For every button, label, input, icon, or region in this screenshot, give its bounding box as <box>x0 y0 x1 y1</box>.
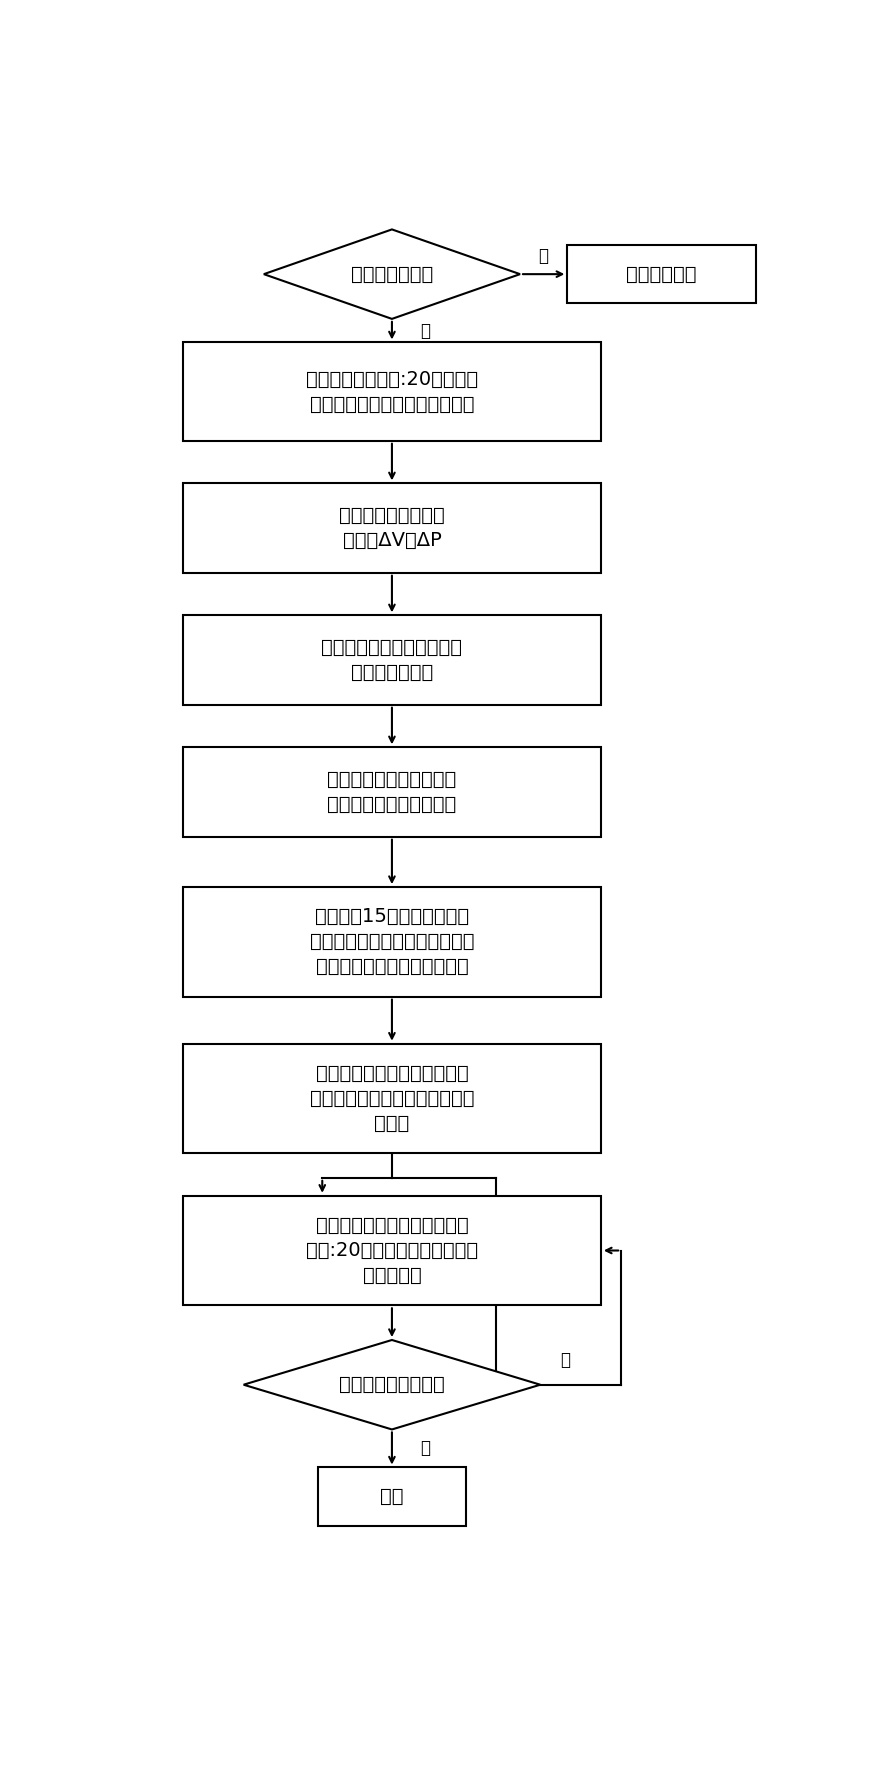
Text: 计算整个风电场的风速和有
功变化的平均値: 计算整个风电场的风速和有 功变化的平均値 <box>321 638 462 682</box>
FancyBboxPatch shape <box>182 484 600 572</box>
Text: 结束: 结束 <box>380 1487 403 1506</box>
Text: 计算风速和有功的变
化矩阵ΔV和ΔP: 计算风速和有功的变 化矩阵ΔV和ΔP <box>339 507 444 549</box>
Polygon shape <box>263 229 520 319</box>
Text: 单独分为一类: 单独分为一类 <box>626 264 696 284</box>
FancyBboxPatch shape <box>182 342 600 441</box>
Polygon shape <box>243 1340 540 1430</box>
Text: 划分结果是否相同？: 划分结果是否相同？ <box>339 1375 444 1395</box>
Text: 重新选取相同数目的采样时刻
（如:20个），对前面的划分结
果进行验证: 重新选取相同数目的采样时刻 （如:20个），对前面的划分结 果进行验证 <box>306 1216 477 1285</box>
Text: 否: 否 <box>560 1350 570 1370</box>
Text: 取一段时间内（如:20个采样时
刻）的机组风速和有功功率数据: 取一段时间内（如:20个采样时 刻）的机组风速和有功功率数据 <box>306 370 477 413</box>
Text: 对于部分划分结果不确定的机
组，参考其相邻机组的匹调群划
分结果: 对于部分划分结果不确定的机 组，参考其相邻机组的匹调群划 分结果 <box>309 1063 474 1132</box>
FancyBboxPatch shape <box>182 888 600 996</box>
FancyBboxPatch shape <box>567 245 755 303</box>
Text: 机组是否运行？: 机组是否运行？ <box>350 264 433 284</box>
Text: 是: 是 <box>421 1439 430 1457</box>
FancyBboxPatch shape <box>182 1044 600 1154</box>
FancyBboxPatch shape <box>182 1196 600 1306</box>
Text: 是: 是 <box>421 323 430 340</box>
FancyBboxPatch shape <box>182 615 600 705</box>
FancyBboxPatch shape <box>317 1467 466 1526</box>
Text: 依次记录15次分类结果，将
结果出现次数最多的匹调群序号
作为该机组的匹调群划分结果: 依次记录15次分类结果，将 结果出现次数最多的匹调群序号 作为该机组的匹调群划分… <box>309 907 474 976</box>
FancyBboxPatch shape <box>182 748 600 836</box>
Text: 在每个采样时刻将机组按
照建立的核函数分成四类: 在每个采样时刻将机组按 照建立的核函数分成四类 <box>327 771 456 813</box>
Text: 否: 否 <box>538 248 548 266</box>
